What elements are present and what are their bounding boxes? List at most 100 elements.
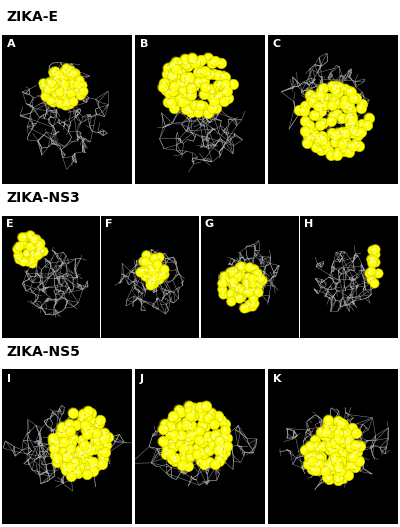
Point bbox=[70, 457, 76, 465]
Point bbox=[250, 279, 256, 287]
Point bbox=[202, 83, 208, 91]
Point bbox=[196, 58, 202, 66]
Point bbox=[222, 426, 228, 435]
Point bbox=[162, 85, 169, 94]
Point bbox=[167, 430, 173, 438]
Point bbox=[95, 440, 101, 448]
Point bbox=[312, 143, 319, 151]
Point bbox=[210, 70, 217, 79]
Point bbox=[181, 450, 188, 458]
Point bbox=[164, 446, 170, 454]
Point bbox=[346, 443, 353, 452]
Point bbox=[244, 302, 250, 310]
Point bbox=[316, 136, 322, 145]
Point bbox=[218, 59, 224, 67]
Point bbox=[73, 458, 79, 466]
Point bbox=[371, 278, 377, 287]
Point bbox=[24, 257, 30, 266]
Point bbox=[342, 96, 348, 104]
Point bbox=[43, 82, 50, 91]
Point bbox=[320, 442, 326, 451]
Point bbox=[50, 444, 57, 453]
Point bbox=[30, 248, 36, 257]
Point bbox=[238, 264, 245, 272]
Point bbox=[350, 452, 356, 461]
Point bbox=[315, 445, 322, 454]
Point bbox=[352, 126, 359, 135]
Point bbox=[350, 119, 357, 128]
Point bbox=[210, 97, 217, 105]
Point bbox=[354, 442, 361, 451]
Point bbox=[194, 450, 200, 458]
Point bbox=[189, 56, 196, 65]
Point bbox=[30, 235, 36, 243]
Point bbox=[163, 424, 170, 433]
Point bbox=[167, 430, 173, 438]
Point bbox=[344, 103, 351, 112]
Point bbox=[232, 282, 238, 290]
Point bbox=[204, 414, 210, 422]
Point bbox=[221, 89, 227, 97]
Point bbox=[219, 285, 225, 294]
Point bbox=[101, 447, 108, 456]
Point bbox=[350, 129, 356, 138]
Point bbox=[78, 448, 85, 457]
Point bbox=[304, 138, 310, 147]
Point bbox=[142, 271, 148, 280]
Point bbox=[164, 70, 170, 78]
Point bbox=[204, 53, 211, 61]
Point bbox=[105, 433, 111, 441]
Point bbox=[203, 402, 210, 410]
Point bbox=[210, 434, 216, 443]
Point bbox=[186, 436, 192, 445]
Point bbox=[223, 87, 230, 95]
Point bbox=[199, 446, 206, 455]
Point bbox=[56, 79, 62, 87]
Point bbox=[217, 79, 224, 87]
Point bbox=[172, 57, 179, 66]
Point bbox=[350, 122, 356, 131]
Point bbox=[62, 423, 68, 432]
Point bbox=[317, 145, 324, 154]
Point bbox=[353, 139, 360, 148]
Point bbox=[342, 132, 348, 140]
Point bbox=[311, 436, 318, 444]
Point bbox=[336, 132, 343, 140]
Point bbox=[198, 413, 205, 422]
Point bbox=[168, 416, 175, 424]
Point bbox=[312, 436, 318, 445]
Point bbox=[102, 448, 108, 456]
Point bbox=[85, 424, 92, 432]
Point bbox=[353, 127, 359, 135]
Point bbox=[101, 428, 108, 437]
Point bbox=[183, 418, 190, 426]
Point bbox=[54, 454, 60, 463]
Point bbox=[365, 113, 372, 122]
Point bbox=[54, 438, 61, 446]
Point bbox=[210, 420, 217, 428]
Point bbox=[330, 455, 336, 464]
Point bbox=[371, 278, 377, 287]
Point bbox=[79, 413, 86, 421]
Point bbox=[185, 402, 192, 410]
Point bbox=[163, 85, 169, 94]
Point bbox=[165, 64, 171, 72]
Point bbox=[67, 426, 73, 435]
Point bbox=[255, 280, 262, 289]
Point bbox=[239, 286, 245, 295]
Point bbox=[334, 87, 341, 95]
Point bbox=[35, 246, 42, 255]
Point bbox=[75, 469, 81, 477]
Point bbox=[167, 448, 173, 456]
Point bbox=[334, 148, 340, 156]
Point bbox=[24, 248, 30, 257]
Point bbox=[18, 232, 25, 241]
Point bbox=[230, 80, 236, 89]
Point bbox=[320, 430, 326, 438]
Point bbox=[347, 105, 354, 114]
Point bbox=[150, 279, 157, 288]
Point bbox=[189, 431, 195, 439]
Point bbox=[315, 134, 322, 142]
Point bbox=[344, 440, 350, 448]
Point bbox=[337, 466, 343, 475]
